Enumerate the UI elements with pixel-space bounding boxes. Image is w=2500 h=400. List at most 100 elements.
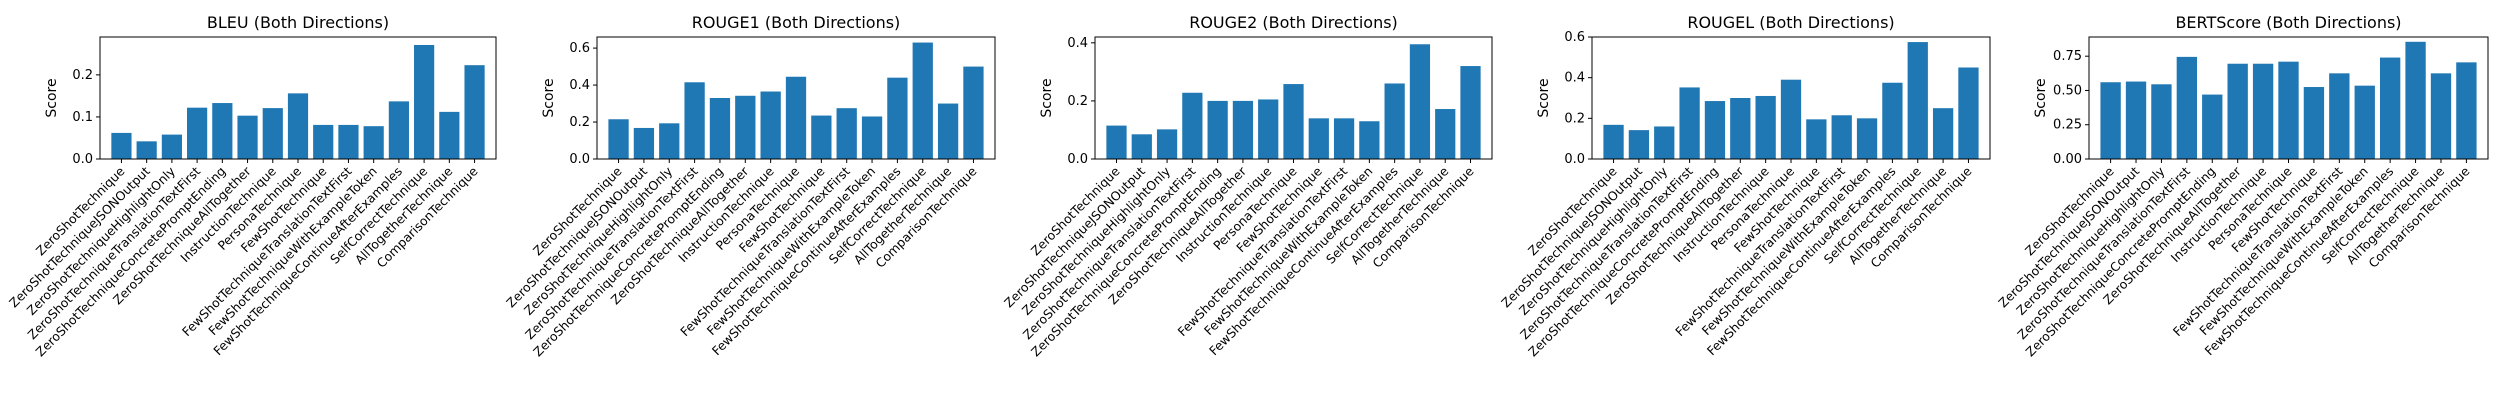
bar-FewShotTechniqueTranslationTextFirst bbox=[1333, 118, 1355, 159]
bar-ZeroShotTechnique bbox=[2100, 82, 2121, 159]
bar-AllTogetherTechnique bbox=[2430, 73, 2452, 159]
chart-panel-4: 0.00.20.40.6ZeroShotTechniqueZeroShotTec… bbox=[1498, 13, 1991, 359]
y-tick-label: 0.2 bbox=[1067, 94, 1088, 109]
y-tick-label: 0.2 bbox=[1564, 111, 1585, 126]
bar-FewShotTechniqueWithExampleToken bbox=[1856, 118, 1878, 159]
bar-ZeroShotTechniqueJSONOutput bbox=[2125, 81, 2147, 159]
y-axis-label: Score bbox=[1536, 78, 1552, 117]
bar-ComparisonTechnique bbox=[1958, 67, 1979, 159]
y-tick-label: 0.25 bbox=[2053, 118, 2082, 133]
bar-ZeroShotTechniqueAllTogether bbox=[1232, 100, 1254, 159]
y-axis-label: Score bbox=[2033, 78, 2049, 117]
bar-ZeroShotTechniqueConcretePromptEnding bbox=[212, 103, 233, 159]
chart-panel-5: 0.000.250.500.75ZeroShotTechniqueZeroSho… bbox=[1995, 13, 2489, 359]
bar-FewShotTechniqueContinueAfterExamples bbox=[887, 77, 908, 159]
bar-ZeroShotTechnique bbox=[111, 132, 132, 159]
bar-InstructionTechnique bbox=[2252, 63, 2274, 160]
bar-ZeroShotTechniqueAllTogether bbox=[237, 115, 258, 159]
bar-FewShotTechnique bbox=[1308, 118, 1329, 159]
y-tick-label: 0.0 bbox=[569, 152, 590, 167]
bar-FewShotTechnique bbox=[2303, 87, 2325, 159]
chart-title: ROUGE2 (Both Directions) bbox=[1189, 13, 1398, 32]
bar-ComparisonTechnique bbox=[1460, 66, 1481, 159]
bar-ZeroShotTechniqueTranslationTextFirst bbox=[187, 107, 208, 159]
bar-ZeroShotTechniqueHighlightOnly bbox=[1654, 126, 1675, 159]
chart-title: BERTScore (Both Directions) bbox=[2175, 13, 2401, 32]
bar-AllTogetherTechnique bbox=[937, 103, 959, 159]
y-tick-label: 0.6 bbox=[569, 41, 590, 56]
y-tick-label: 0.2 bbox=[72, 68, 93, 83]
bar-FewShotTechniqueWithExampleToken bbox=[363, 126, 384, 159]
bar-SelfCorrectTechnique bbox=[1409, 44, 1431, 160]
x-tick-label: ZeroShotTechniqueTranslationTextFirst bbox=[1020, 163, 1199, 342]
y-axis-label: Score bbox=[44, 78, 60, 117]
bar-InstructionTechnique bbox=[1258, 99, 1279, 159]
bar-InstructionTechnique bbox=[760, 91, 781, 159]
bar-ZeroShotTechniqueTranslationTextFirst bbox=[684, 82, 705, 159]
bar-FewShotTechniqueContinueAfterExamples bbox=[1384, 83, 1405, 159]
y-tick-label: 0.4 bbox=[1067, 36, 1088, 51]
bar-ZeroShotTechniqueConcretePromptEnding bbox=[709, 98, 731, 159]
bar-ZeroShotTechniqueAllTogether bbox=[735, 95, 756, 159]
chart-title: BLEU (Both Directions) bbox=[207, 13, 389, 32]
chart-title: ROUGE1 (Both Directions) bbox=[692, 13, 901, 32]
y-tick-label: 0.4 bbox=[1564, 71, 1585, 86]
bar-PersonaTechnique bbox=[785, 76, 807, 159]
bar-ZeroShotTechniqueJSONOutput bbox=[633, 127, 655, 159]
y-tick-label: 0.0 bbox=[72, 152, 93, 167]
bar-ZeroShotTechnique bbox=[1106, 125, 1127, 159]
y-axis-label: Score bbox=[541, 78, 557, 117]
bar-ZeroShotTechniqueHighlightOnly bbox=[659, 123, 680, 159]
bar-SelfCorrectTechnique bbox=[2405, 41, 2426, 159]
bar-ZeroShotTechniqueJSONOutput bbox=[1628, 130, 1650, 159]
bar-FewShotTechniqueContinueAfterExamples bbox=[1882, 82, 1903, 159]
bar-PersonaTechnique bbox=[1283, 84, 1304, 159]
bar-SelfCorrectTechnique bbox=[1907, 42, 1928, 159]
chart-panel-1: 0.00.10.2ZeroShotTechniqueZeroShotTechni… bbox=[6, 13, 497, 359]
bar-ZeroShotTechniqueHighlightOnly bbox=[1156, 129, 1178, 159]
bar-InstructionTechnique bbox=[1755, 95, 1776, 159]
bar-FewShotTechniqueTranslationTextFirst bbox=[836, 108, 857, 159]
y-tick-label: 0.75 bbox=[2053, 49, 2082, 64]
bar-ZeroShotTechniqueHighlightOnly bbox=[161, 134, 182, 159]
chart-panel-2: 0.00.20.40.6ZeroShotTechniqueZeroShotTec… bbox=[503, 13, 996, 359]
bar-FewShotTechniqueTranslationTextFirst bbox=[338, 124, 359, 159]
bar-AllTogetherTechnique bbox=[1435, 109, 1456, 159]
x-tick-label: ZeroShotTechniqueTranslationTextFirst bbox=[25, 163, 204, 342]
y-tick-label: 0.0 bbox=[1564, 152, 1585, 167]
bar-ZeroShotTechniqueJSONOutput bbox=[1131, 134, 1152, 159]
bar-ZeroShotTechniqueConcretePromptEnding bbox=[1704, 101, 1726, 159]
bar-FewShotTechnique bbox=[1806, 119, 1827, 159]
y-tick-label: 0.0 bbox=[1067, 152, 1088, 167]
bar-AllTogetherTechnique bbox=[1932, 108, 1954, 159]
bar-PersonaTechnique bbox=[2278, 61, 2299, 159]
y-tick-label: 0.00 bbox=[2053, 152, 2082, 167]
bar-ZeroShotTechniqueConcretePromptEnding bbox=[1207, 100, 1228, 159]
bar-ComparisonTechnique bbox=[963, 66, 984, 159]
bar-FewShotTechniqueWithExampleToken bbox=[2354, 85, 2375, 159]
bar-FewShotTechniqueWithExampleToken bbox=[1359, 121, 1380, 159]
bar-FewShotTechnique bbox=[811, 115, 832, 159]
bar-FewShotTechniqueTranslationTextFirst bbox=[2329, 73, 2350, 159]
chart-title: ROUGEL (Both Directions) bbox=[1687, 13, 1894, 32]
bar-FewShotTechniqueTranslationTextFirst bbox=[1831, 115, 1852, 159]
y-axis-label: Score bbox=[1039, 78, 1055, 117]
chart-panel-3: 0.00.20.4ZeroShotTechniqueZeroShotTechni… bbox=[1001, 13, 1493, 359]
bar-ZeroShotTechniqueConcretePromptEnding bbox=[2202, 94, 2223, 159]
bar-ZeroShotTechniqueJSONOutput bbox=[136, 141, 157, 159]
bar-SelfCorrectTechnique bbox=[912, 42, 933, 159]
bar-PersonaTechnique bbox=[1780, 79, 1802, 159]
bar-InstructionTechnique bbox=[262, 108, 283, 159]
bar-FewShotTechniqueContinueAfterExamples bbox=[388, 101, 409, 159]
bar-PersonaTechnique bbox=[287, 93, 309, 159]
bar-ZeroShotTechniqueTranslationTextFirst bbox=[1679, 87, 1700, 159]
bar-ZeroShotTechniqueAllTogether bbox=[2227, 63, 2248, 160]
y-tick-label: 0.6 bbox=[1564, 30, 1585, 45]
bar-ZeroShotTechnique bbox=[608, 119, 629, 159]
bar-ComparisonTechnique bbox=[464, 65, 485, 159]
bar-ZeroShotTechniqueTranslationTextFirst bbox=[1182, 92, 1203, 159]
bar-FewShotTechniqueContinueAfterExamples bbox=[2379, 57, 2401, 160]
bar-AllTogetherTechnique bbox=[439, 111, 460, 159]
bar-ZeroShotTechnique bbox=[1603, 124, 1624, 159]
